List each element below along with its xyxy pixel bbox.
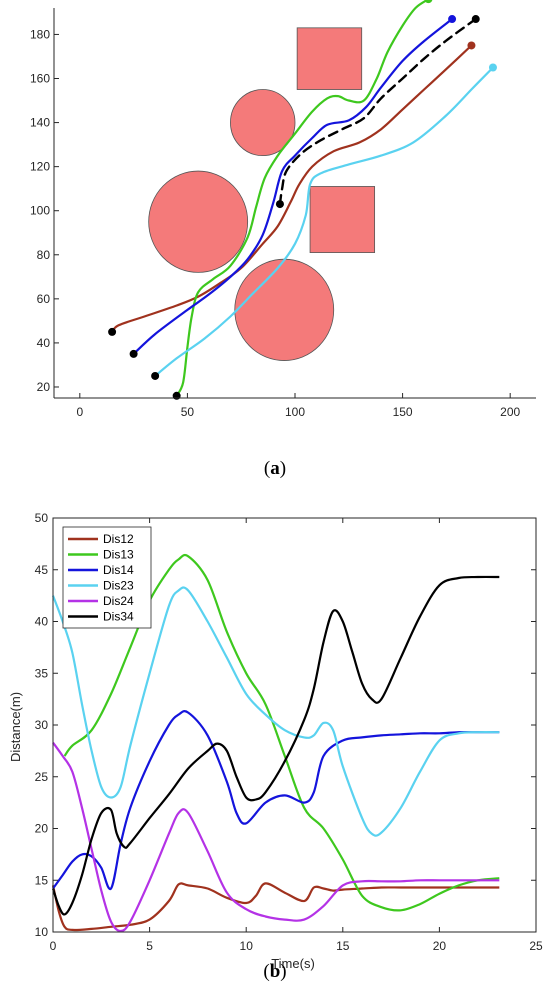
trajectory-end-red	[467, 41, 476, 50]
panel-a-axes: 0 50 100 150 200 20 40 60 80 100 120 140 160 180	[30, 8, 536, 419]
panel-a-y-tick-label: 120	[30, 160, 50, 174]
series-dis13	[63, 553, 500, 912]
panel-b-y-tick-label: 20	[35, 822, 49, 836]
trajectory-black	[278, 17, 477, 206]
trajectory-red	[111, 44, 473, 333]
panel-b-y-tick-label: 50	[35, 511, 49, 525]
panel-b-y-tick-label: 25	[35, 770, 49, 784]
panel-a-y-tick-label: 180	[30, 27, 50, 41]
panel-b-ylabel: Distance(m)	[8, 692, 23, 762]
obstacle-circle	[234, 258, 335, 361]
panel-b-x-tick-label: 5	[146, 939, 153, 953]
panel-a-x-tick-label: 100	[285, 405, 305, 419]
panel-b-y-tick-label: 45	[35, 563, 49, 577]
trajectory-green	[175, 0, 430, 397]
trajectory-end-green	[424, 0, 433, 4]
panel-b-y-tick-label: 15	[35, 873, 49, 887]
obstacle-circle	[148, 170, 249, 273]
panel-a-x-tick-label: 50	[181, 405, 195, 419]
panel-a-x-tick-label: 150	[393, 405, 413, 419]
panel-b-y-tick-label: 35	[35, 666, 49, 680]
legend-label-dis23: Dis23	[103, 579, 134, 593]
panel-a: 0 50 100 150 200 20 40 60 80 100 120 140 160 180	[30, 0, 536, 419]
legend-label-dis12: Dis12	[103, 532, 134, 546]
panel-a-y-tick-label: 40	[37, 336, 51, 350]
panel-b-caption: (b)	[263, 961, 286, 982]
panel-a-y-tick-label: 160	[30, 72, 50, 86]
panel-b: 0 5 10 15 20 25 10 15 20 25 30 35 40 45 50 Time(s) Dis…	[8, 511, 543, 971]
panel-a-x-tick-label: 0	[76, 405, 83, 419]
legend-label-dis13: Dis13	[103, 548, 134, 562]
panel-b-x-tick-label: 10	[240, 939, 254, 953]
panel-a-y-tick-label: 140	[30, 116, 50, 130]
panel-a-plot-area	[108, 0, 497, 400]
legend-label-dis14: Dis14	[103, 563, 134, 577]
trajectory-start-cyan	[151, 371, 160, 380]
series-dis23	[51, 586, 500, 837]
trajectory-end-black	[471, 15, 480, 24]
trajectory-end-cyan	[488, 63, 497, 72]
panel-a-y-tick-label: 100	[30, 204, 50, 218]
panel-b-x-tick-label: 25	[529, 939, 543, 953]
panel-b-x-tick-label: 15	[336, 939, 350, 953]
series-dis12	[51, 882, 500, 932]
panel-b-x-tick-label: 0	[50, 939, 57, 953]
panel-a-caption: (a)	[264, 458, 286, 479]
panel-b-x-tick-label: 20	[433, 939, 447, 953]
obstacle-square	[296, 27, 363, 90]
panel-b-y-tick-label: 10	[35, 925, 49, 939]
panel-a-x-tick-label: 200	[500, 405, 520, 419]
series-dis34	[51, 575, 500, 916]
series-dis14	[52, 710, 500, 891]
trajectory-end-blue	[448, 15, 457, 24]
panel-a-y-tick-label: 80	[37, 248, 51, 262]
series-dis24	[52, 741, 500, 933]
panel-b-xlabel: Time(s)	[271, 956, 315, 971]
trajectory-start-green	[172, 391, 181, 400]
trajectory-cyan	[154, 66, 495, 378]
trajectory-start-black	[275, 200, 284, 209]
trajectory-start-red	[108, 327, 117, 336]
obstacle-circle	[230, 89, 296, 157]
panel-b-y-tick-label: 40	[35, 615, 49, 629]
legend-label-dis24: Dis24	[103, 594, 134, 608]
trajectory-blue	[132, 17, 454, 355]
legend-label-dis34: Dis34	[103, 610, 134, 624]
panel-a-y-tick-label: 60	[37, 292, 51, 306]
legend-box	[62, 526, 152, 629]
trajectory-start-blue	[129, 349, 138, 358]
panel-b-plot-area	[51, 553, 500, 933]
panel-b-axes: 0 5 10 15 20 25 10 15 20 25 30 35 40 45 50	[35, 511, 543, 953]
panel-a-y-tick-label: 20	[37, 380, 51, 394]
obstacle-square	[309, 186, 376, 253]
panel-b-y-tick-label: 30	[35, 718, 49, 732]
